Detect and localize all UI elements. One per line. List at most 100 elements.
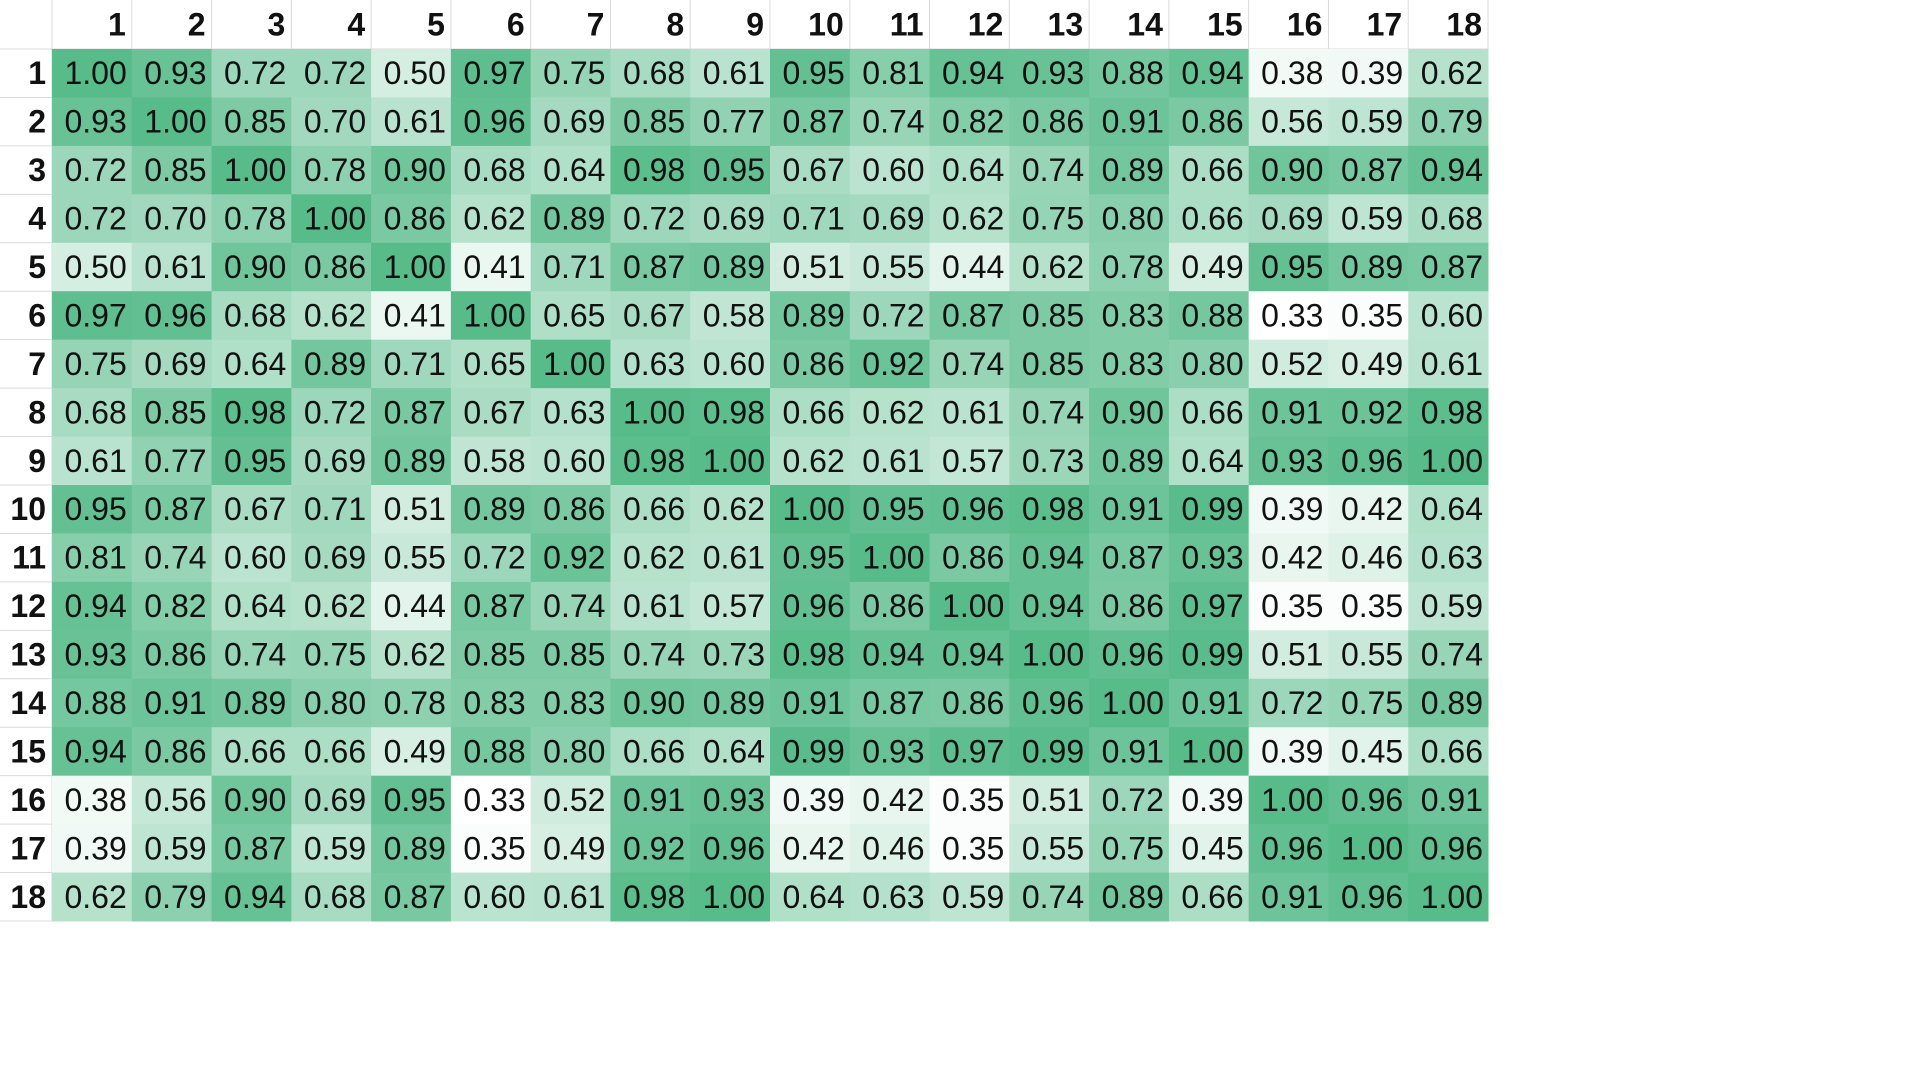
cell-value-label: 0.69 [703, 201, 765, 237]
heatmap-cell [371, 872, 452, 922]
heatmap-cell [610, 872, 691, 922]
heatmap-cell [211, 775, 292, 825]
cell-value-label: 0.57 [942, 443, 1004, 479]
cell-value-label: 0.42 [1261, 540, 1323, 576]
heatmap-cell [929, 533, 1010, 583]
cell-value-label: 1.00 [1341, 830, 1403, 866]
cell-value-label: 1.00 [623, 394, 685, 430]
heatmap-cell [291, 533, 372, 583]
heatmap-cell [131, 775, 213, 825]
heatmap-cell [1248, 49, 1329, 98]
heatmap-cell [530, 194, 611, 244]
cell-value-label: 0.72 [304, 55, 366, 91]
heatmap-cell [52, 775, 133, 825]
heatmap-cell [52, 630, 133, 680]
cell-value-label: 0.49 [384, 733, 446, 769]
heatmap-cell [1089, 339, 1170, 389]
heatmap-cell [929, 194, 1010, 244]
cell-value-label: 0.91 [144, 685, 206, 721]
cell-value-label: 1.00 [144, 104, 206, 140]
cell-value-label: 0.72 [1261, 685, 1323, 721]
cell-value-label: 0.83 [543, 685, 605, 721]
cell-value-label: 0.89 [1421, 685, 1483, 721]
heatmap-cell [770, 388, 851, 438]
cell-value-label: 0.81 [64, 540, 126, 576]
cell-value-label: 0.66 [1181, 201, 1243, 237]
heatmap-cell [1009, 485, 1090, 534]
heatmap-cell [291, 388, 372, 438]
heatmap-cell [1089, 97, 1170, 147]
heatmap-cell [929, 436, 1010, 486]
cell-value-label: 0.89 [304, 346, 366, 382]
cell-value-label: 0.89 [384, 830, 446, 866]
heatmap-cell [690, 678, 771, 728]
heatmap-cell [211, 436, 292, 486]
cell-value-label: 0.39 [1181, 782, 1243, 818]
row-header: 10 [10, 491, 46, 527]
cell-value-label: 0.68 [64, 394, 126, 430]
heatmap-cell [1328, 775, 1409, 825]
heatmap-cell [530, 49, 611, 98]
heatmap-cell [849, 339, 931, 389]
heatmap-cell [1168, 291, 1250, 341]
heatmap-cell [849, 145, 931, 195]
cell-value-label: 0.91 [623, 782, 685, 818]
cell-value-label: 0.33 [1261, 297, 1323, 333]
cell-value-label: 0.89 [1102, 443, 1164, 479]
heatmap-cell [770, 49, 851, 98]
heatmap-cell [929, 291, 1010, 341]
cell-value-label: 0.60 [862, 152, 924, 188]
cell-value-label: 0.92 [623, 830, 685, 866]
heatmap-cell [450, 388, 532, 438]
cell-value-label: 0.72 [1102, 782, 1164, 818]
heatmap-cell [1009, 49, 1090, 98]
cell-value-label: 0.88 [1102, 55, 1164, 91]
heatmap-cell [1089, 872, 1170, 922]
heatmap-cell [530, 242, 611, 292]
heatmap-cell [1089, 436, 1170, 486]
heatmap-cell [211, 194, 292, 244]
heatmap-cell [610, 97, 691, 147]
heatmap-cell [1009, 630, 1090, 680]
heatmap-cell [131, 194, 213, 244]
heatmap-cell [1009, 824, 1090, 874]
cell-value-label: 0.86 [304, 249, 366, 285]
heatmap-cell [211, 533, 292, 583]
row-header: 7 [28, 346, 46, 382]
cell-value-label: 0.38 [1261, 55, 1323, 91]
heatmap-cell [1168, 485, 1250, 534]
heatmap-cell [929, 678, 1010, 728]
heatmap-cell [371, 97, 452, 147]
cell-value-label: 0.96 [1341, 782, 1403, 818]
heatmap-cell [530, 485, 611, 534]
cell-value-label: 0.80 [1181, 346, 1243, 382]
cell-value-label: 0.87 [144, 491, 206, 527]
cell-value-label: 0.82 [942, 104, 1004, 140]
cell-value-label: 0.59 [1341, 201, 1403, 237]
heatmap-cell [291, 49, 372, 98]
heatmap-cell [371, 581, 452, 631]
cell-value-label: 0.86 [1102, 588, 1164, 624]
cell-value-label: 0.95 [224, 443, 286, 479]
cell-value-label: 0.90 [1261, 152, 1323, 188]
heatmap-cell [849, 630, 931, 680]
cell-value-label: 0.74 [1022, 394, 1084, 430]
heatmap-cell [1168, 581, 1250, 631]
heatmap-cell [1408, 630, 1489, 680]
cell-value-label: 0.95 [782, 540, 844, 576]
heatmap-cell [770, 145, 851, 195]
heatmap-cell [530, 581, 611, 631]
cell-value-label: 0.91 [1102, 491, 1164, 527]
heatmap-cell [1408, 49, 1489, 98]
cell-value-label: 0.68 [1421, 201, 1483, 237]
heatmap-cell [610, 727, 691, 777]
heatmap-cell [211, 485, 292, 534]
cell-value-label: 0.94 [942, 637, 1004, 673]
cell-value-label: 0.85 [623, 104, 685, 140]
heatmap-cell [291, 436, 372, 486]
cell-value-label: 0.51 [1022, 782, 1084, 818]
heatmap-cell [1089, 49, 1170, 98]
column-header: 16 [1287, 7, 1323, 43]
cell-value-label: 0.95 [782, 55, 844, 91]
cell-value-label: 0.55 [862, 249, 924, 285]
